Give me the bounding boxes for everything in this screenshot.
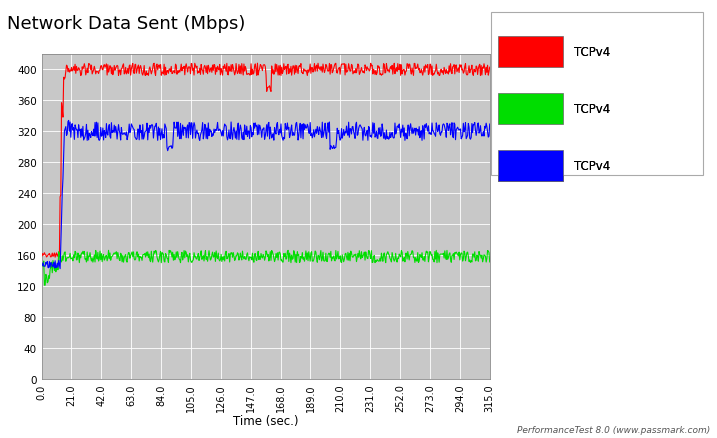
Text: TCPv4: TCPv4 — [574, 46, 610, 59]
X-axis label: Time (sec.): Time (sec.) — [233, 414, 298, 427]
Text: TCPv4: TCPv4 — [574, 103, 610, 116]
Text: TCPv4: TCPv4 — [574, 46, 610, 59]
Text: TCPv4: TCPv4 — [574, 160, 610, 173]
Text: Network Data Sent (Mbps): Network Data Sent (Mbps) — [7, 15, 245, 33]
Text: TCPv4: TCPv4 — [574, 103, 610, 116]
Text: TCPv4: TCPv4 — [574, 160, 610, 173]
Text: PerformanceTest 8.0 (www.passmark.com): PerformanceTest 8.0 (www.passmark.com) — [516, 424, 710, 434]
